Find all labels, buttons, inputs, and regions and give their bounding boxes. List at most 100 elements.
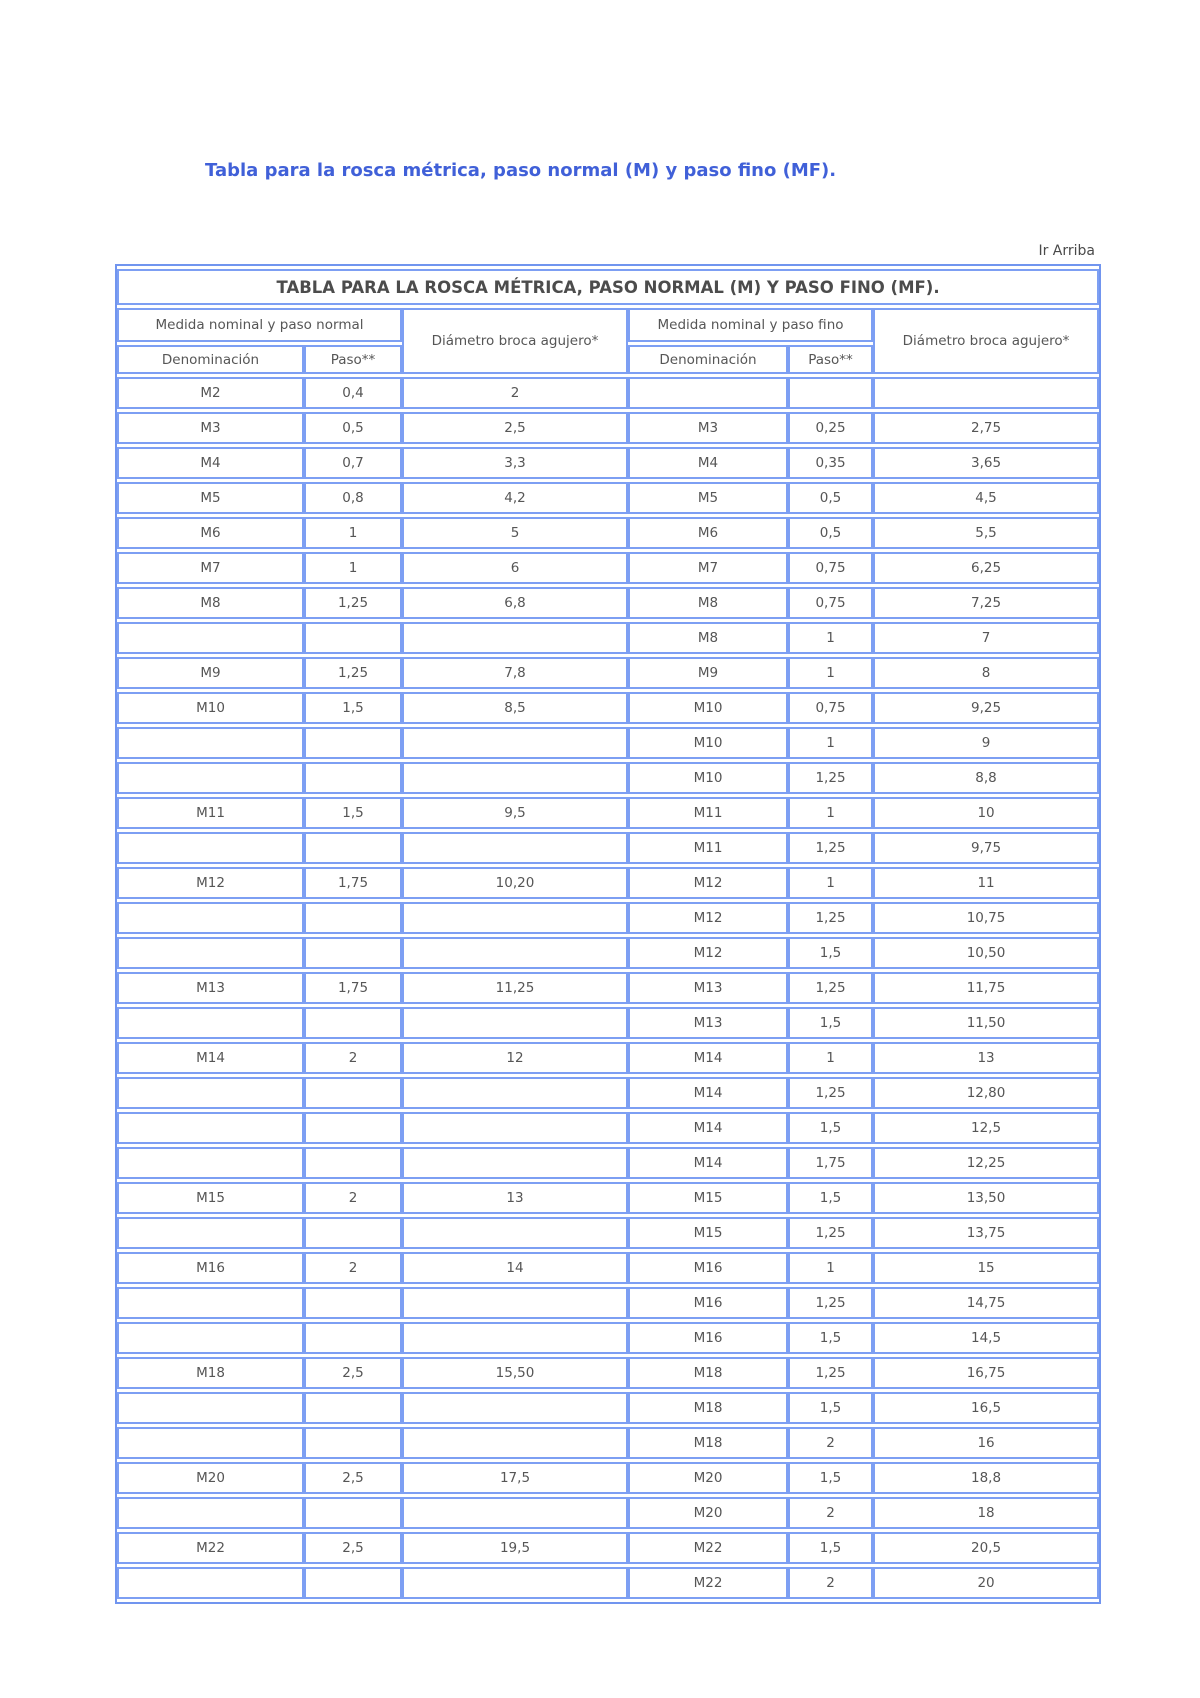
table-cell [402,727,628,759]
table-cell [117,1217,304,1249]
table-row: M18 1,5 16,5 [117,1392,1100,1424]
table-cell: M9 [117,657,304,689]
table-cell: 11,50 [873,1007,1100,1039]
table-cell: 9,75 [873,832,1100,864]
table-cell: M8 [628,587,788,619]
table-cell [117,937,304,969]
table-cell: 2 [304,1182,402,1214]
table-cell: 1,5 [788,1007,873,1039]
table-row: M14 1,75 12,25 [117,1147,1100,1179]
table-cell: 1,25 [788,972,873,1004]
table-row: M2 0,4 2 [117,377,1100,409]
table-cell: M10 [628,727,788,759]
table-cell: M12 [117,867,304,899]
table-cell: 6,25 [873,552,1100,584]
table-cell: 1,25 [788,1357,873,1389]
table-cell: M15 [628,1217,788,1249]
table-cell: 16,5 [873,1392,1100,1424]
table-cell: 1,25 [788,832,873,864]
table-cell [402,1007,628,1039]
table-cell: 2 [788,1567,873,1599]
table-cell: 12,5 [873,1112,1100,1144]
table-cell [117,1147,304,1179]
table-cell: M9 [628,657,788,689]
table-row: M12 1,75 10,20 M12 1 11 [117,867,1100,899]
table-cell [628,377,788,409]
table-cell: M3 [117,412,304,444]
table-cell: 13 [873,1042,1100,1074]
table-cell: 0,75 [788,552,873,584]
table-cell: 2 [788,1427,873,1459]
table-cell [304,1392,402,1424]
table-cell: 1,25 [304,587,402,619]
table-cell [402,1322,628,1354]
table-cell: M14 [628,1042,788,1074]
table-cell: 1 [304,552,402,584]
table-cell [304,1217,402,1249]
table-cell: 1,25 [304,657,402,689]
table-cell [304,832,402,864]
table-cell: M11 [628,797,788,829]
header-diametro-broca-fino: Diámetro broca agujero* [873,308,1100,374]
table-cell [402,1567,628,1599]
table-cell: 11,75 [873,972,1100,1004]
header-paso-fino: Paso** [788,345,873,374]
table-cell: M3 [628,412,788,444]
table-cell: 7 [873,622,1100,654]
table-cell: 9,5 [402,797,628,829]
table-cell: 2,5 [304,1462,402,1494]
table-cell [117,1007,304,1039]
table-cell: 15 [873,1252,1100,1284]
table-row: M16 2 14 M16 1 15 [117,1252,1100,1284]
table-cell: M10 [628,692,788,724]
table-cell: 1 [304,517,402,549]
table-cell [117,622,304,654]
table-row: M10 1 9 [117,727,1100,759]
table-cell [117,1077,304,1109]
table-row: M12 1,5 10,50 [117,937,1100,969]
table-cell: 0,5 [788,517,873,549]
table-cell [304,1077,402,1109]
table-cell: 11 [873,867,1100,899]
table-cell: 2 [304,1252,402,1284]
table-cell [304,1427,402,1459]
table-cell: M14 [628,1147,788,1179]
table-row: M4 0,7 3,3 M4 0,35 3,65 [117,447,1100,479]
table-cell: 1,5 [304,797,402,829]
table-row: M15 2 13 M15 1,5 13,50 [117,1182,1100,1214]
table-cell: M22 [117,1532,304,1564]
table-cell [788,377,873,409]
table-cell: 17,5 [402,1462,628,1494]
table-cell: 1,75 [788,1147,873,1179]
table-cell: 12,80 [873,1077,1100,1109]
table-cell: 1,25 [788,1217,873,1249]
table-cell: M6 [628,517,788,549]
table-cell [117,1322,304,1354]
header-denominacion-normal: Denominación [117,345,304,374]
table-cell: M16 [117,1252,304,1284]
table-row: M18 2,5 15,50 M18 1,25 16,75 [117,1357,1100,1389]
table-cell: 1 [788,657,873,689]
table-cell [402,1427,628,1459]
table-cell: M8 [117,587,304,619]
metric-thread-table: TABLA PARA LA ROSCA MÉTRICA, PASO NORMAL… [115,264,1102,1604]
back-to-top-link[interactable]: Ir Arriba [1038,243,1095,259]
table-cell [304,937,402,969]
table-cell: 2 [304,1042,402,1074]
table-cell: 10 [873,797,1100,829]
table-cell: M5 [117,482,304,514]
table-cell: 1,75 [304,972,402,1004]
table-cell: M15 [628,1182,788,1214]
table-cell: M4 [117,447,304,479]
table-row: M16 1,25 14,75 [117,1287,1100,1319]
header-denominacion-fino: Denominación [628,345,788,374]
table-cell [304,762,402,794]
table-row: M12 1,25 10,75 [117,902,1100,934]
table-row: M14 2 12 M14 1 13 [117,1042,1100,1074]
table-cell: 4,2 [402,482,628,514]
table-row: M14 1,5 12,5 [117,1112,1100,1144]
table-cell: M7 [117,552,304,584]
table-cell: M10 [628,762,788,794]
table-cell: 2,5 [304,1357,402,1389]
